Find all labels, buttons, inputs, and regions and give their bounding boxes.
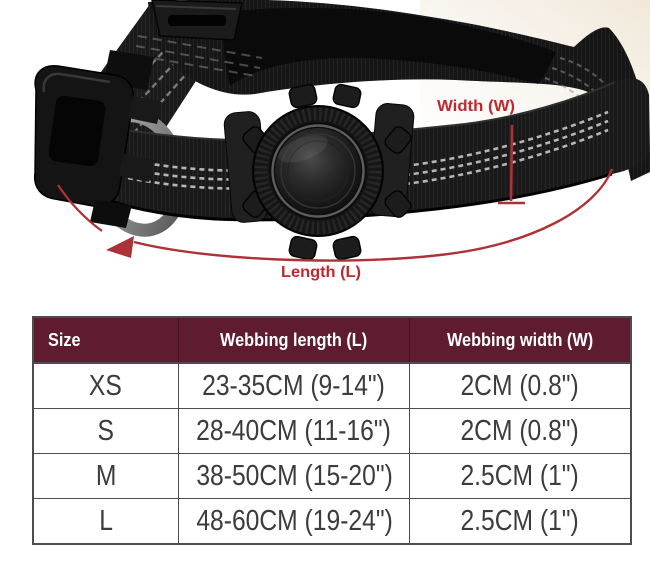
- size-cell: XS: [32, 362, 179, 409]
- width-label: Width (W): [437, 98, 515, 115]
- width-measure-line: [498, 124, 525, 205]
- size-cell: L: [32, 498, 179, 545]
- header-row: Size Webbing length (L) Webbing width (W…: [32, 316, 632, 364]
- table-row-xs: XS 23-35CM (9-14") 2CM (0.8"): [32, 362, 632, 409]
- col-header-length-label: Webbing length (L): [219, 329, 368, 350]
- size-table: Size Webbing length (L) Webbing width (W…: [32, 316, 632, 545]
- collar-photo: Width (W) Length (L): [33, 0, 650, 281]
- tracker-case: [242, 83, 412, 261]
- size-cell: M: [32, 453, 179, 499]
- col-header-length: Webbing length (L): [177, 316, 410, 364]
- collar-back-band: [135, 0, 650, 181]
- length-label: Length (L): [281, 264, 361, 281]
- buckle: [33, 50, 162, 228]
- width-cell: 2.5CM (1"): [408, 453, 632, 499]
- length-cell: 48-60CM (19-24"): [177, 498, 410, 545]
- length-cell: 38-50CM (15-20"): [177, 453, 410, 499]
- girth-arc: [133, 168, 614, 262]
- padding-panel: [222, 7, 556, 86]
- girth-arc-far-segment: [57, 184, 103, 232]
- size-cell: S: [32, 408, 179, 454]
- length-cell: 28-40CM (11-16"): [177, 408, 410, 454]
- col-header-size: Size: [32, 316, 179, 364]
- case-lugs: [242, 83, 412, 261]
- width-cell: 2.5CM (1"): [408, 498, 632, 545]
- width-cell: 2CM (0.8"): [408, 408, 632, 454]
- table-row-s: S 28-40CM (11-16") 2CM (0.8"): [32, 408, 632, 454]
- table-row-m: M 38-50CM (15-20") 2.5CM (1"): [32, 453, 632, 499]
- col-header-size-label: Size: [48, 329, 81, 350]
- size-chart: Size Webbing length (L) Webbing width (W…: [32, 316, 632, 545]
- table-row-l: L 48-60CM (19-24") 2.5CM (1"): [32, 498, 632, 545]
- girth-arrowhead: [106, 236, 134, 258]
- front-reflective-stripes: [127, 110, 609, 190]
- back-band-reflective-stripes: [135, 35, 263, 77]
- tri-glide-slider: [151, 0, 243, 41]
- length-cell: 23-35CM (9-14"): [177, 362, 410, 409]
- col-header-width: Webbing width (W): [408, 316, 632, 364]
- col-header-width-label: Webbing width (W): [446, 329, 593, 350]
- annotations: Width (W) Length (L): [57, 98, 614, 281]
- width-cell: 2CM (0.8"): [408, 362, 632, 409]
